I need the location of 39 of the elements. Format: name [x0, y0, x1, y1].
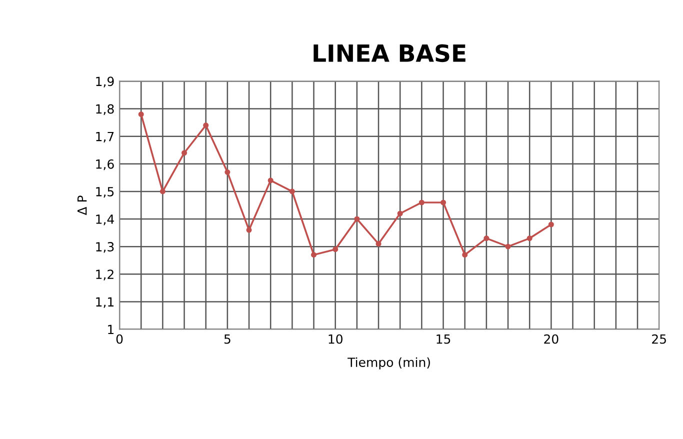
y-tick-label: 1,1 — [96, 297, 114, 308]
y-tick-label: 1,3 — [96, 242, 114, 253]
y-axis-title: Δ P — [78, 196, 87, 216]
point — [440, 200, 446, 206]
point — [376, 241, 382, 247]
point — [268, 178, 274, 184]
y-tick-label: 1,2 — [96, 270, 114, 280]
x-tick-label: 0 — [116, 334, 123, 344]
point — [397, 210, 403, 216]
y-tick-label: 1,5 — [96, 187, 114, 198]
x-tick-label: 5 — [224, 334, 230, 344]
point — [289, 188, 295, 194]
y-tick-label: 1 — [108, 324, 114, 334]
x-tick-label: 20 — [544, 334, 558, 344]
y-tick-label: 1,7 — [96, 132, 114, 143]
x-tick-label: 25 — [652, 334, 666, 344]
point — [505, 244, 511, 250]
y-tick-label: 1,8 — [96, 104, 114, 115]
x-tick-label: 10 — [328, 334, 342, 344]
point — [246, 227, 252, 233]
y-tick-label: 1,6 — [96, 159, 114, 170]
point — [526, 236, 532, 242]
point — [160, 188, 166, 194]
x-axis-title: Tiempo (min) — [348, 357, 430, 370]
point — [181, 150, 188, 156]
point — [332, 246, 338, 252]
point — [224, 169, 230, 175]
y-tick-label: 1,4 — [96, 214, 114, 226]
point — [138, 112, 144, 118]
point — [548, 222, 554, 228]
point — [203, 122, 209, 128]
point — [462, 252, 468, 258]
y-tick-label: 1,9 — [96, 76, 114, 88]
point — [310, 252, 317, 258]
x-tick-label: 15 — [436, 334, 450, 344]
point — [484, 236, 490, 242]
point — [354, 216, 360, 222]
point — [418, 200, 424, 206]
chart-title: LINEA BASE — [314, 44, 466, 62]
